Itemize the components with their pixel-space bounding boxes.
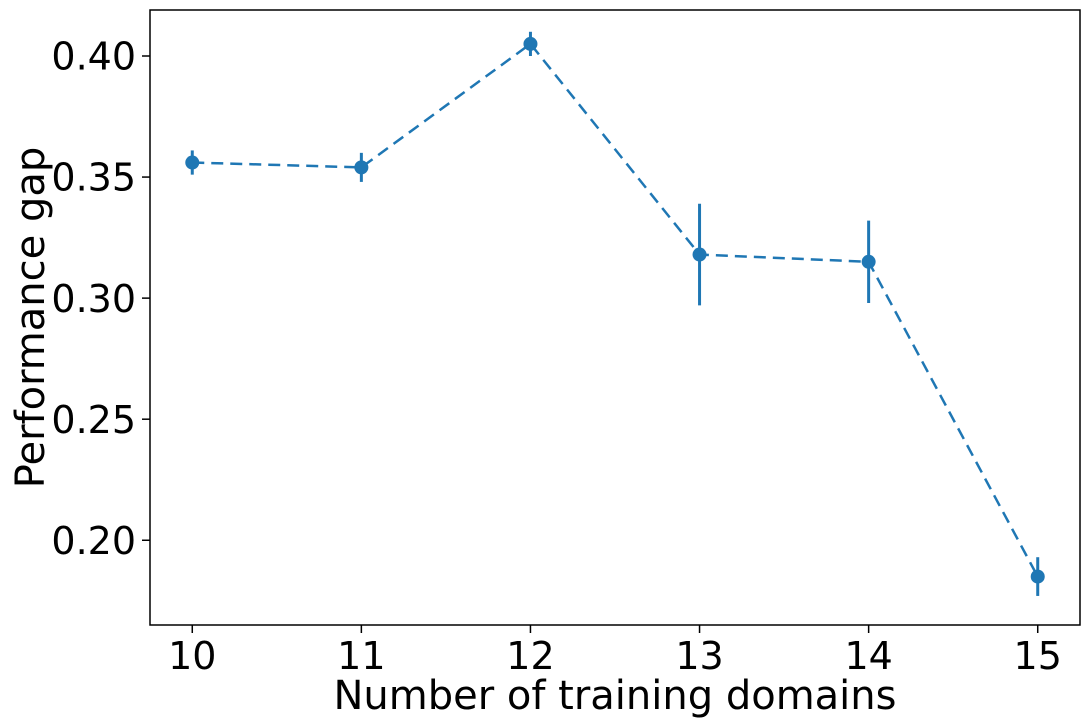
y-axis-label: Performance gap [8,147,54,488]
x-tick-label: 10 [168,634,216,678]
data-point-marker [861,254,876,269]
x-tick-label: 12 [506,634,554,678]
data-point-marker [523,36,538,51]
y-tick-label: 0.25 [51,398,136,442]
data-point-marker [692,247,707,262]
y-tick-label: 0.35 [51,156,136,200]
y-tick-label: 0.40 [51,35,136,79]
data-point-marker [1030,569,1045,584]
x-tick-label: 13 [675,634,723,678]
data-line [192,42,1039,578]
data-point-marker [185,155,200,170]
x-tick-label: 11 [337,634,385,678]
data-point-marker [354,160,369,175]
y-tick-label: 0.20 [51,519,136,563]
x-tick-label: 15 [1014,634,1062,678]
x-tick-label: 14 [844,634,892,678]
y-tick-label: 0.30 [51,277,136,321]
x-axis-label: Number of training domains [334,673,897,719]
axes-spines [149,9,1081,626]
